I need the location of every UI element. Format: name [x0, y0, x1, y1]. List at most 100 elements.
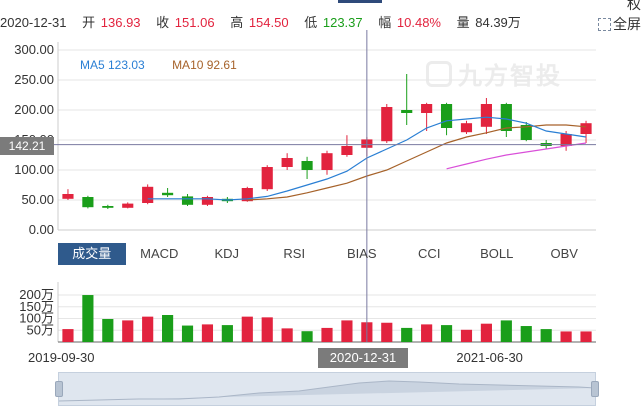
fullscreen-icon: [598, 17, 611, 31]
volume-tick-label: 200万: [19, 287, 54, 302]
quote-date: 2020-12-31: [0, 15, 67, 30]
price-tick-label: 300.00: [14, 42, 54, 57]
slider-right-handle[interactable]: [591, 381, 599, 397]
ma-legend: MA5 123.03 MA10 92.61: [80, 58, 237, 72]
ma20-line: [446, 142, 587, 170]
volume-bar: [82, 295, 94, 342]
volume-bar: [401, 327, 413, 342]
high-label: 高: [230, 15, 244, 30]
volume-grid: [58, 294, 596, 331]
x-tick-label: 2021-06-30: [456, 350, 523, 365]
volume-bar: [580, 331, 592, 342]
volume-tick-label: 100万: [19, 311, 54, 326]
candle-body: [580, 123, 592, 134]
fullscreen-button[interactable]: 全屏: [598, 14, 641, 34]
candle-body: [201, 197, 214, 205]
tab-boll[interactable]: BOLL: [480, 246, 514, 261]
volume-bar: [500, 320, 512, 342]
volume-bar: [281, 328, 293, 342]
adjust-label[interactable]: 权: [627, 0, 641, 12]
volume-bar: [520, 326, 532, 342]
volume-bar: [62, 329, 74, 342]
tab-obv[interactable]: OBV: [550, 246, 578, 261]
volume-bar: [261, 317, 273, 342]
open-label: 开: [82, 15, 96, 30]
fullscreen-label: 全屏: [613, 16, 641, 32]
candle-body: [62, 194, 74, 199]
ma10-line: [247, 124, 587, 201]
tab-kdj[interactable]: KDJ: [214, 246, 240, 261]
volume-bar: [162, 315, 174, 342]
volume-bar: [480, 323, 492, 342]
volume-bar: [181, 325, 194, 342]
candle-body: [181, 196, 194, 205]
watermark-text: 九方智投: [458, 63, 562, 90]
candle-body: [241, 188, 253, 202]
volume-bar: [142, 316, 154, 342]
close-label: 收: [156, 15, 170, 30]
ma5-legend: MA5 123.03: [80, 58, 145, 72]
low-value: 123.37: [322, 15, 363, 30]
top-tab-indicator: [338, 0, 382, 3]
volume-bar: [421, 324, 433, 342]
volume-tick-label: 50万: [27, 322, 54, 337]
candle-body: [440, 104, 453, 128]
quote-bar: 2020-12-31 开 136.93 收 151.06 高 154.50 低 …: [0, 0, 600, 36]
high-value: 154.50: [248, 15, 289, 30]
candle-body: [381, 107, 393, 142]
price-tick-label: 0.00: [29, 222, 54, 237]
tab-volume[interactable]: 成交量: [58, 243, 126, 265]
volume-bar: [381, 322, 393, 342]
candles: [62, 74, 592, 209]
volume-bar: [122, 320, 134, 342]
slider-left-handle[interactable]: [55, 381, 63, 397]
candle-body: [421, 104, 433, 113]
candle-body: [460, 123, 473, 133]
price-tick-label: 250.00: [14, 72, 54, 87]
volume-bar: [341, 320, 353, 342]
volume-tick-label: 150万: [19, 299, 54, 314]
candle-body: [122, 203, 134, 208]
slider-preview: [59, 380, 595, 402]
candle-body: [261, 167, 273, 190]
crosshair: [54, 30, 596, 342]
volume-bar: [301, 331, 313, 342]
candle-body: [301, 161, 313, 170]
range-slider[interactable]: [55, 372, 599, 406]
close-value: 151.06: [174, 15, 215, 30]
volume-label: 量: [456, 15, 470, 30]
tab-macd[interactable]: MACD: [140, 246, 179, 261]
indicator-tabs: 成交量 MACD KDJ RSI BIAS CCI BOLL OBV: [58, 243, 598, 265]
volume-bar: [540, 329, 552, 342]
amplitude-label: 幅: [378, 15, 392, 30]
tab-bias[interactable]: BIAS: [346, 246, 377, 261]
tab-rsi[interactable]: RSI: [283, 246, 306, 261]
crosshair-price-label: 142.21: [0, 137, 54, 155]
price-tick-label: 50.00: [21, 192, 54, 207]
volume-value: 84.39万: [475, 15, 521, 30]
candle-body: [82, 197, 94, 208]
amplitude-value: 10.48%: [396, 15, 441, 30]
candle-body: [281, 158, 293, 167]
candle-body: [401, 110, 413, 113]
crosshair-date-label: 2020-12-31: [318, 348, 408, 368]
volume-bar: [321, 327, 333, 342]
price-tick-label: 100.00: [14, 162, 54, 177]
volume-bar: [460, 329, 473, 342]
candle-body: [341, 146, 353, 155]
low-label: 低: [304, 15, 318, 30]
volume-bar: [201, 324, 214, 342]
volume-bar: [440, 325, 453, 342]
tab-cci[interactable]: CCI: [418, 246, 441, 261]
volume-bar: [221, 325, 233, 342]
x-tick-label: 2019-09-30: [28, 350, 95, 365]
x-axis: 2019-09-30 2021-06-30: [28, 350, 523, 365]
volume-bar: [560, 331, 572, 342]
ma10-legend: MA10 92.61: [172, 58, 237, 72]
watermark-logo-icon: [426, 60, 452, 87]
price-tick-label: 200.00: [14, 102, 54, 117]
candle-body: [142, 186, 154, 203]
candle-body: [162, 192, 174, 196]
